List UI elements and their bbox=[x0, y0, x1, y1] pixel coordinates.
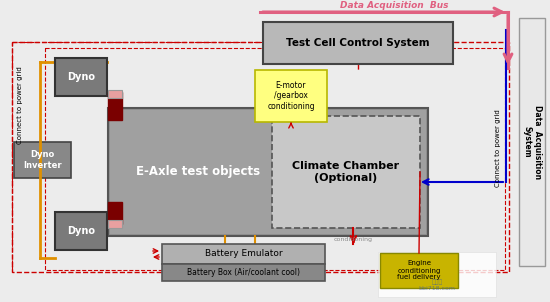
Bar bbox=[108, 108, 428, 236]
Text: E-Axle test objects: E-Axle test objects bbox=[136, 165, 260, 178]
Text: Connect to power grid: Connect to power grid bbox=[495, 109, 501, 187]
Text: Data  Acquisition
System: Data Acquisition System bbox=[522, 105, 542, 179]
Bar bbox=[255, 70, 327, 122]
Text: Connect to power grid: Connect to power grid bbox=[17, 66, 23, 144]
Bar bbox=[108, 202, 122, 224]
Bar bbox=[272, 116, 420, 228]
Bar bbox=[380, 253, 458, 288]
Bar bbox=[162, 244, 325, 264]
Text: Dyno
Inverter: Dyno Inverter bbox=[23, 150, 62, 170]
Text: Battery Emulator: Battery Emulator bbox=[205, 249, 282, 259]
Bar bbox=[108, 92, 122, 120]
Bar bbox=[162, 264, 325, 281]
Bar bbox=[519, 18, 545, 266]
Text: Dyno: Dyno bbox=[67, 226, 95, 236]
Bar bbox=[378, 252, 496, 297]
Text: Dyno: Dyno bbox=[67, 72, 95, 82]
Text: Climate Chamber
(Optional): Climate Chamber (Optional) bbox=[293, 161, 399, 183]
Bar bbox=[55, 212, 107, 250]
Bar bbox=[108, 220, 122, 228]
Bar bbox=[14, 142, 71, 178]
Text: Test Cell Control System: Test Cell Control System bbox=[286, 38, 430, 48]
Text: Data Acquisition  Bus: Data Acquisition Bus bbox=[340, 1, 448, 10]
Text: Battery Box (Air/coolant cool): Battery Box (Air/coolant cool) bbox=[187, 268, 300, 277]
Text: Engine
conditioning
fuel delivery: Engine conditioning fuel delivery bbox=[397, 261, 441, 281]
Bar bbox=[55, 58, 107, 96]
Bar bbox=[12, 42, 509, 272]
Text: 农商网
bbi718.com: 农商网 bbi718.com bbox=[419, 279, 455, 291]
Bar bbox=[110, 110, 426, 234]
Text: E-motor
/gearbox
conditioning: E-motor /gearbox conditioning bbox=[267, 81, 315, 111]
Bar bbox=[108, 90, 122, 98]
Text: conditioning: conditioning bbox=[334, 237, 373, 242]
Bar bbox=[45, 48, 505, 270]
Bar bbox=[263, 22, 453, 64]
